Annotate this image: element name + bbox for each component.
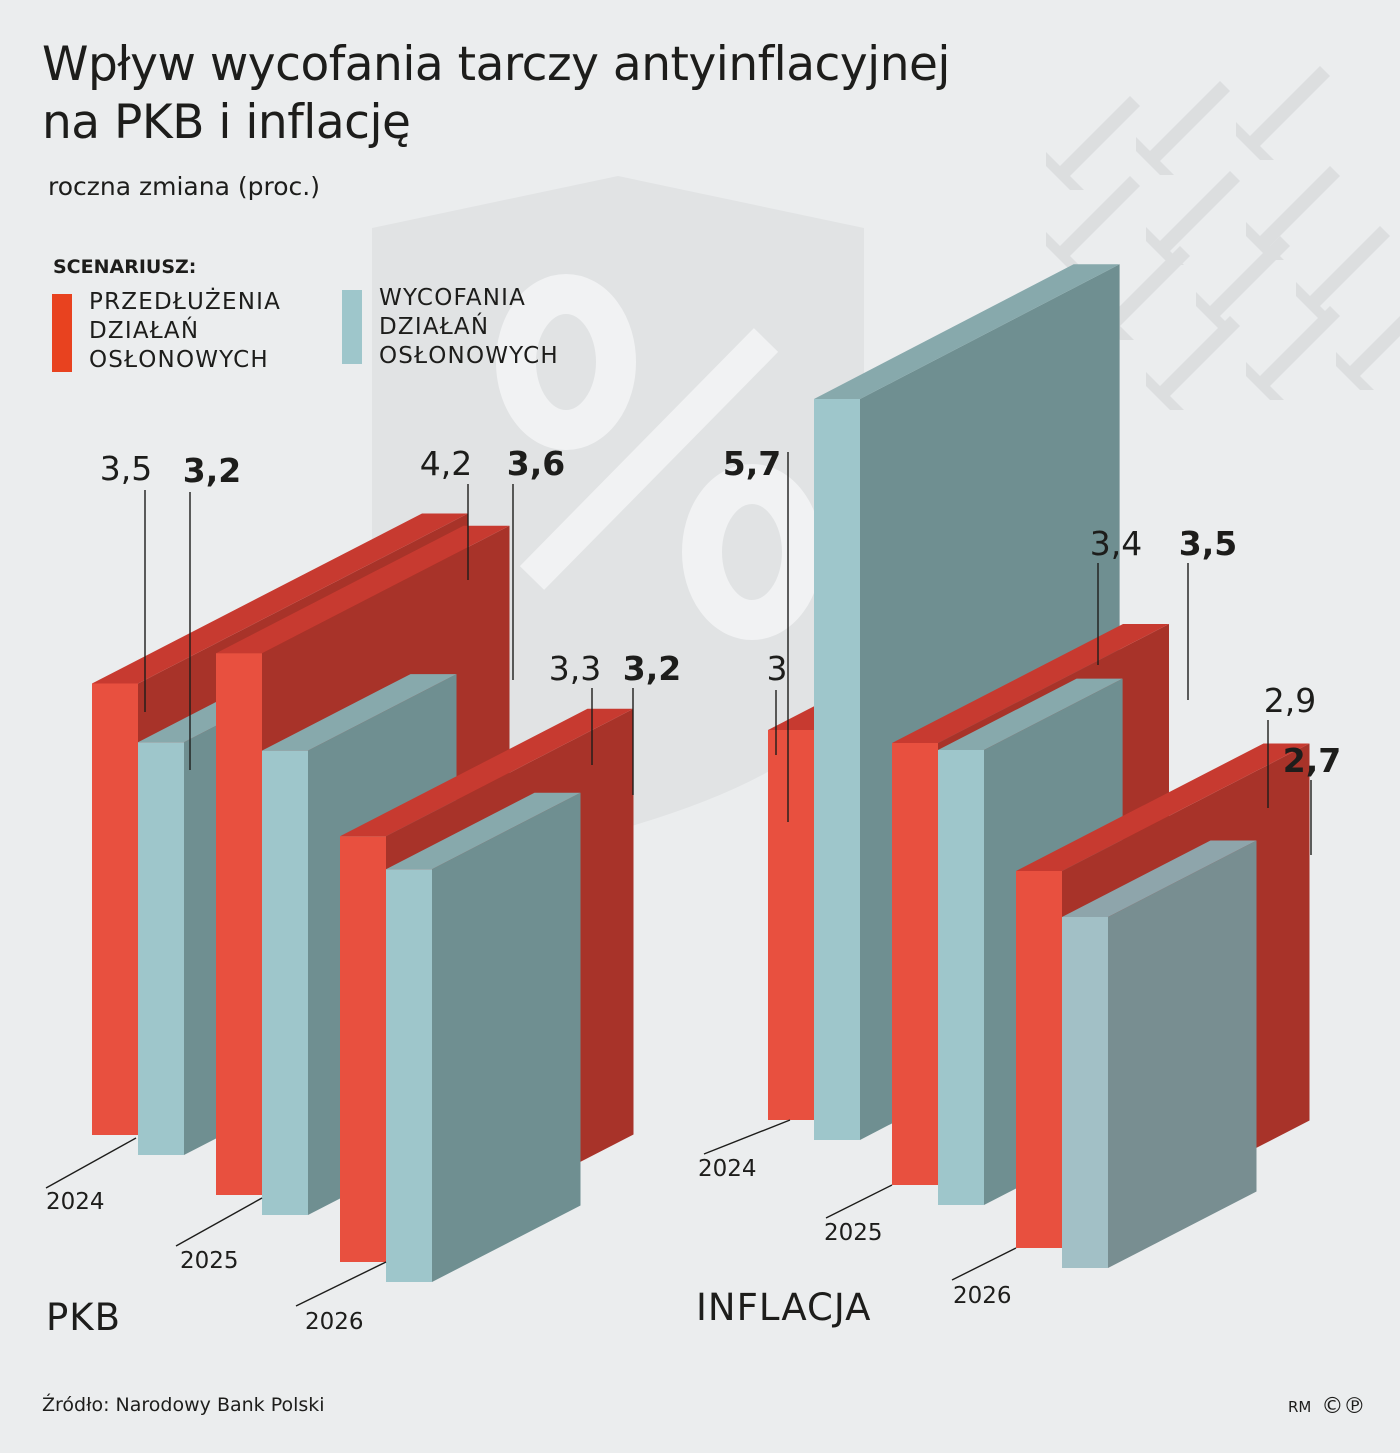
year-label-pkb-2024: 2024 (46, 1189, 105, 1215)
arrow-icon (1146, 316, 1240, 410)
bar-pkb-2026-withdrawal-side (432, 792, 581, 1282)
year-label-pkb-2024-leader (45, 1137, 137, 1189)
arrow-icon (1136, 81, 1230, 175)
bar-inf-2026-extension-front (1016, 871, 1062, 1248)
data-label-inf-2024-extension: 3 (767, 649, 788, 688)
percent-watermark-icon (496, 274, 822, 640)
arrow-icon (1046, 96, 1140, 190)
data-label-pkb-2024-withdrawal: 3,2 (183, 451, 241, 490)
data-label-pkb-2024-extension: 3,5 (100, 449, 152, 488)
year-label-inf-2024: 2024 (698, 1156, 757, 1182)
arrow-icon (1046, 176, 1140, 270)
bar-inf-2025-withdrawal-top (938, 678, 1123, 750)
bar-pkb-2026-extension-top (340, 708, 634, 837)
arrow-icon (1246, 306, 1340, 400)
year-label-inf-2026: 2026 (953, 1283, 1012, 1309)
bar-pkb-2024-extension-front (92, 683, 138, 1135)
data-label-pkb-2026-extension: 3,3 (549, 649, 601, 688)
year-label-pkb-2026: 2026 (305, 1309, 364, 1335)
bar-inf-2024-withdrawal-top (814, 264, 1120, 399)
data-label-inf-2025-extension: 3,4 (1090, 524, 1142, 563)
bar-pkb-2026-withdrawal-top (386, 792, 581, 870)
arrow-icon (1196, 236, 1290, 330)
bar-pkb-2025-withdrawal-front (262, 750, 308, 1215)
bar-inf-2024-withdrawal-front (814, 399, 860, 1140)
legend-swatch-red (52, 294, 72, 372)
bar-pkb-2026-withdrawal (386, 792, 581, 1282)
group-label-inflacja: INFLACJA (696, 1286, 872, 1329)
year-label-pkb-2025: 2025 (180, 1248, 239, 1274)
copyright-icon: ©℗ (1321, 1394, 1366, 1419)
legend-swatch-blue (342, 290, 362, 364)
arrow-icon (1146, 171, 1240, 265)
data-label-pkb-2025-extension: 4,2 (420, 444, 472, 483)
arrow-pattern-icon (1046, 66, 1400, 410)
arrow-icon (1296, 226, 1390, 320)
bar-inf-2026-withdrawal-top (1062, 840, 1257, 917)
bar-inf-2026-withdrawal-front (1062, 917, 1108, 1268)
bar-inf-2026-withdrawal (1062, 840, 1257, 1268)
year-label-inf-2025-leader (825, 1184, 893, 1219)
data-label-inf-2026-withdrawal: 2,7 (1283, 741, 1341, 780)
bar-pkb-2026-withdrawal-front (386, 869, 432, 1282)
year-label-pkb-2026-leader (295, 1261, 387, 1307)
bar-pkb-2025-extension-front (216, 653, 262, 1195)
bar-pkb-2024-withdrawal-front (138, 742, 184, 1155)
bar-inf-2025-withdrawal-front (938, 750, 984, 1205)
legend-label-extension: PRZEDŁUŻENIA DZIAŁAŃ OSŁONOWYCH (89, 289, 282, 373)
bar-inf-2024-extension-front (768, 730, 814, 1120)
bar-inf-2025-extension-top (892, 624, 1169, 743)
legend-label-withdrawal: WYCOFANIA DZIAŁAŃ OSŁONOWYCH (379, 285, 559, 369)
chart-subtitle: roczna zmiana (proc.) (48, 172, 320, 201)
year-label-inf-2026-leader (951, 1247, 1017, 1281)
data-label-inf-2025-withdrawal: 3,5 (1179, 524, 1237, 563)
legend-item-extension: PRZEDŁUŻENIA DZIAŁAŃ OSŁONOWYCH (52, 289, 281, 375)
year-label-inf-2025: 2025 (824, 1220, 883, 1246)
bar-pkb-2025-extension-top (216, 525, 510, 654)
author-initials: RM (1288, 1397, 1312, 1416)
arrow-icon (1336, 316, 1400, 390)
chart-title: Wpływ wycofania tarczy antyinflacyjnej n… (42, 37, 951, 150)
percent-watermark-slash (519, 328, 779, 590)
group-label-pkb: PKB (46, 1296, 121, 1339)
arrow-icon (1246, 166, 1340, 260)
bar-inf-2026-withdrawal-side (1108, 840, 1257, 1268)
credit: RM ©℗ (1288, 1394, 1365, 1419)
bar-pkb-2025-withdrawal-top (262, 674, 457, 751)
legend-item-withdrawal: WYCOFANIA DZIAŁAŃ OSŁONOWYCH (342, 285, 559, 371)
bar-inf-2025-extension-front (892, 743, 938, 1185)
data-label-pkb-2025-withdrawal: 3,6 (507, 444, 565, 483)
data-label-pkb-2026-withdrawal: 3,2 (623, 649, 681, 688)
bar-inf-2026-extension-top (1016, 743, 1310, 871)
data-label-inf-2024-withdrawal: 5,7 (723, 444, 781, 483)
legend-heading: SCENARIUSZ: (53, 256, 197, 278)
year-label-inf-2024-leader (703, 1119, 791, 1155)
year-label-pkb-2025-leader (175, 1197, 263, 1247)
arrow-icon (1236, 66, 1330, 160)
bar-pkb-2024-extension-top (92, 513, 468, 684)
data-label-inf-2026-extension: 2,9 (1264, 681, 1316, 720)
bar-pkb-2026-extension-front (340, 836, 386, 1262)
source-note: Źródło: Narodowy Bank Polski (42, 1394, 325, 1416)
